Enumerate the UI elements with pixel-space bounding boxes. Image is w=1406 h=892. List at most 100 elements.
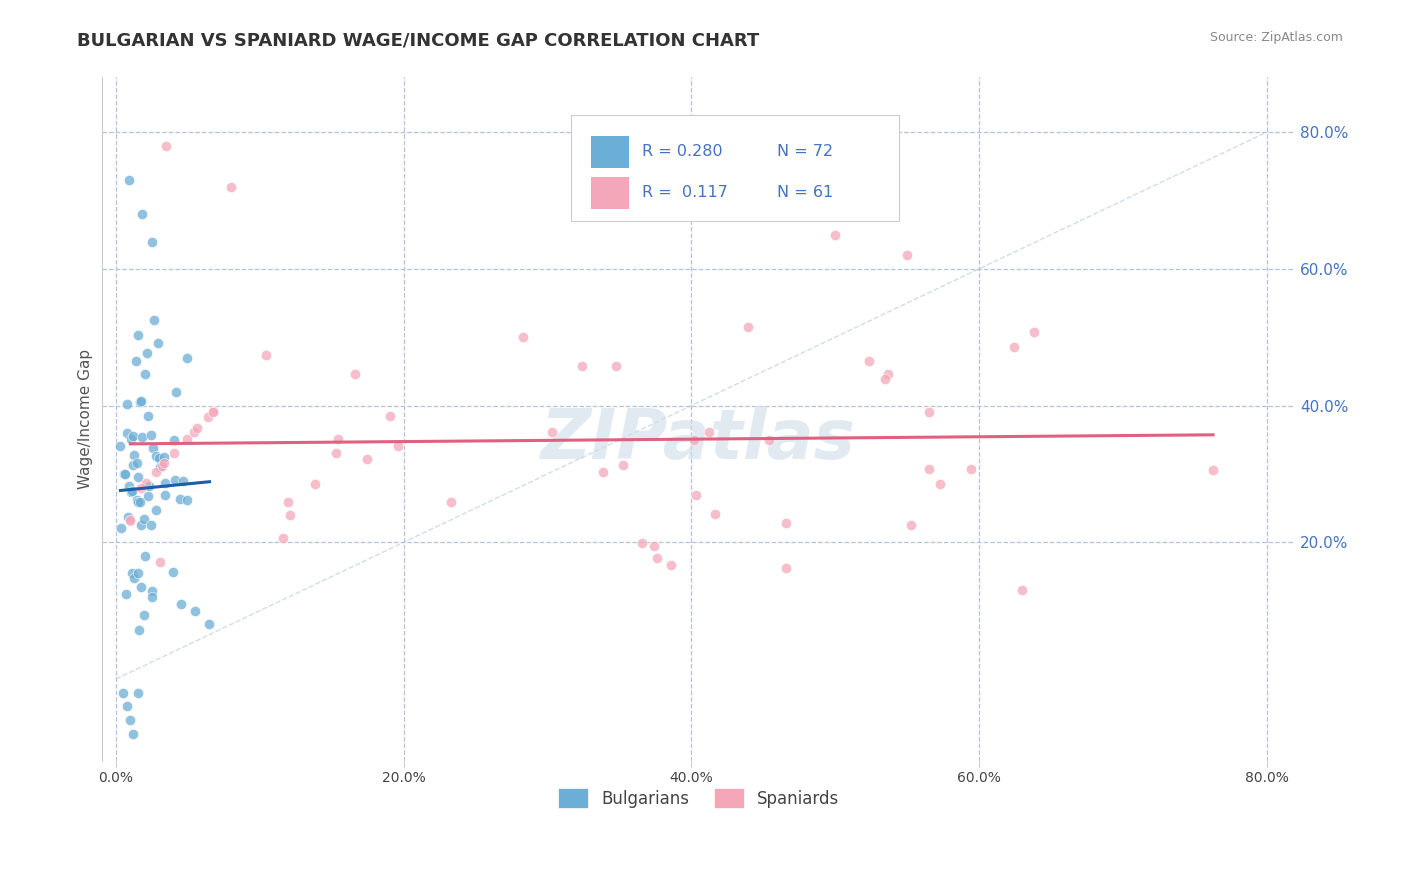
Bulgarians bbox=[127, 493, 149, 508]
Text: R = 0.280: R = 0.280 bbox=[643, 145, 723, 160]
Spaniards bbox=[775, 516, 797, 531]
Bulgarians bbox=[142, 441, 165, 455]
Spaniards bbox=[592, 466, 614, 480]
Spaniards bbox=[737, 320, 759, 334]
Bulgarians bbox=[148, 336, 170, 351]
Bulgarians bbox=[141, 518, 163, 533]
Bulgarians bbox=[163, 433, 186, 447]
Bulgarians bbox=[142, 313, 165, 327]
Text: ZIPatlas: ZIPatlas bbox=[541, 406, 856, 474]
Spaniards bbox=[659, 558, 682, 572]
Bulgarians bbox=[129, 517, 152, 532]
Bulgarians bbox=[134, 367, 156, 381]
Bulgarians bbox=[120, 713, 142, 727]
Spaniards bbox=[960, 461, 983, 475]
Bulgarians bbox=[155, 488, 177, 502]
Bulgarians bbox=[145, 503, 167, 517]
Spaniards bbox=[202, 404, 225, 418]
Spaniards bbox=[1011, 583, 1033, 598]
Spaniards bbox=[201, 404, 224, 418]
Bulgarians bbox=[120, 484, 142, 499]
Spaniards bbox=[1024, 325, 1046, 339]
Spaniards bbox=[271, 531, 294, 545]
Bulgarians bbox=[110, 439, 132, 453]
Spaniards bbox=[163, 445, 186, 459]
Bulgarians bbox=[136, 346, 159, 360]
Bulgarians bbox=[176, 493, 198, 508]
Spaniards bbox=[325, 446, 347, 460]
Bulgarians bbox=[122, 571, 145, 585]
Bulgarians bbox=[129, 393, 152, 408]
Spaniards bbox=[605, 359, 627, 373]
Spaniards bbox=[356, 451, 378, 466]
Bulgarians bbox=[115, 397, 138, 411]
Bulgarians bbox=[127, 494, 149, 508]
Bulgarians bbox=[136, 409, 159, 424]
Bulgarians bbox=[169, 492, 191, 507]
Spaniards bbox=[145, 465, 167, 479]
Bulgarians bbox=[172, 474, 194, 488]
Bulgarians bbox=[121, 483, 143, 498]
FancyBboxPatch shape bbox=[591, 136, 630, 169]
Spaniards bbox=[918, 404, 941, 418]
Spaniards bbox=[120, 514, 142, 528]
Spaniards bbox=[630, 535, 652, 549]
FancyBboxPatch shape bbox=[571, 115, 898, 221]
Bulgarians bbox=[138, 479, 160, 493]
Bulgarians bbox=[131, 207, 153, 221]
Bulgarians bbox=[131, 430, 153, 444]
Text: N = 61: N = 61 bbox=[778, 186, 834, 201]
Bulgarians bbox=[122, 429, 145, 443]
Bulgarians bbox=[134, 549, 156, 564]
Y-axis label: Wage/Income Gap: Wage/Income Gap bbox=[79, 349, 93, 490]
Bulgarians bbox=[121, 566, 143, 581]
Spaniards bbox=[875, 372, 897, 386]
Spaniards bbox=[278, 508, 301, 522]
Spaniards bbox=[277, 495, 299, 509]
Bulgarians bbox=[127, 328, 149, 343]
Bulgarians bbox=[162, 565, 184, 579]
Bulgarians bbox=[120, 433, 142, 447]
Spaniards bbox=[197, 409, 219, 424]
Bulgarians bbox=[118, 173, 141, 187]
Bulgarians bbox=[184, 604, 207, 618]
Bulgarians bbox=[127, 686, 149, 700]
Bulgarians bbox=[198, 617, 221, 632]
Text: Source: ZipAtlas.com: Source: ZipAtlas.com bbox=[1209, 31, 1343, 45]
Spaniards bbox=[824, 227, 846, 242]
Spaniards bbox=[929, 476, 952, 491]
Spaniards bbox=[304, 476, 326, 491]
Spaniards bbox=[378, 409, 401, 424]
Bulgarians bbox=[165, 385, 187, 400]
Spaniards bbox=[120, 513, 142, 527]
Spaniards bbox=[186, 421, 208, 435]
Spaniards bbox=[387, 439, 409, 453]
Bulgarians bbox=[149, 460, 172, 475]
Spaniards bbox=[1202, 463, 1225, 477]
Spaniards bbox=[129, 481, 152, 495]
Spaniards bbox=[326, 433, 349, 447]
Spaniards bbox=[541, 425, 564, 439]
Bulgarians bbox=[176, 351, 198, 365]
Spaniards bbox=[858, 354, 880, 368]
Spaniards bbox=[758, 433, 780, 447]
Bulgarians bbox=[145, 449, 167, 463]
Spaniards bbox=[571, 359, 593, 374]
Bulgarians bbox=[122, 727, 145, 741]
Spaniards bbox=[1002, 340, 1025, 354]
Spaniards bbox=[918, 462, 941, 476]
Bulgarians bbox=[128, 624, 150, 638]
Spaniards bbox=[150, 458, 173, 473]
Spaniards bbox=[900, 518, 922, 533]
Bulgarians bbox=[153, 450, 176, 464]
Bulgarians bbox=[117, 509, 139, 524]
Text: N = 72: N = 72 bbox=[778, 145, 834, 160]
Bulgarians bbox=[132, 608, 155, 623]
Spaniards bbox=[643, 539, 665, 553]
Bulgarians bbox=[127, 457, 149, 471]
Bulgarians bbox=[112, 686, 135, 700]
Bulgarians bbox=[117, 699, 139, 714]
Bulgarians bbox=[118, 478, 141, 492]
Spaniards bbox=[149, 555, 172, 569]
Bulgarians bbox=[122, 458, 145, 473]
